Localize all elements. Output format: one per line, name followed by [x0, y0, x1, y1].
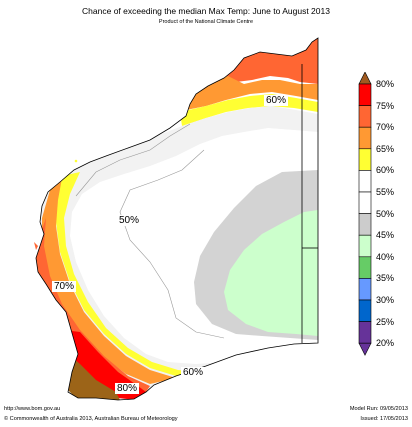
- legend-swatch-55: [358, 191, 372, 214]
- legend-bottom-arrow: [358, 342, 372, 356]
- legend-label-45: 45%: [376, 230, 395, 241]
- legend-swatch-25: [358, 321, 372, 344]
- legend-swatch-30: [358, 299, 372, 322]
- legend-swatch-40: [358, 256, 372, 279]
- footer-issued: Issued: 17/05/2013: [360, 416, 408, 422]
- legend-label-35: 35%: [376, 273, 395, 284]
- island: [74, 159, 78, 163]
- legend-label-25: 25%: [376, 316, 395, 327]
- legend-label-65: 65%: [376, 143, 395, 154]
- legend-label-75: 75%: [376, 100, 395, 111]
- southwest-brown-80plus: [66, 352, 120, 400]
- legend-label-60: 60%: [376, 165, 395, 176]
- footer-model-run: Model Run: 09/05/2013: [349, 406, 408, 412]
- legend-label-30: 30%: [376, 295, 395, 305]
- north-band-70: [186, 76, 318, 110]
- legend-swatch-75: [358, 105, 372, 128]
- southwest-red-80: [64, 330, 146, 400]
- legend-swatch-45: [358, 234, 372, 258]
- legend-top-arrow: [358, 71, 372, 85]
- map-label-north-60: 60%: [264, 95, 289, 106]
- interior-green-45: [224, 210, 318, 336]
- footer-copyright: © Commonwealth of Australia 2013, Austra…: [4, 416, 178, 422]
- legend: 80% 75% 70% 65% 60% 55% 50% 45% 40% 35% 30% 25% 20%: [358, 71, 408, 362]
- legend-label-55: 55%: [376, 187, 395, 197]
- map-label-southwest-80: 80%: [115, 383, 140, 394]
- map-label-south-60: 60%: [181, 367, 206, 378]
- legend-swatch-50: [358, 213, 372, 236]
- legend-label-80: 80%: [376, 79, 395, 89]
- map-subtitle: Product of the National Climate Centre: [158, 19, 254, 25]
- legend-swatch-65: [358, 148, 372, 171]
- legend-label-70: 70%: [376, 122, 395, 133]
- legend-colorbar: [358, 71, 372, 356]
- legend-label-40: 40%: [376, 251, 395, 262]
- legend-swatch-80: [358, 83, 372, 106]
- island-west: [34, 242, 38, 250]
- map-label-west-70: 70%: [52, 281, 77, 292]
- legend-swatch-35: [358, 278, 372, 301]
- legend-label-20: 20%: [376, 338, 395, 349]
- footer-url[interactable]: http://www.bom.gov.au: [4, 406, 61, 412]
- wa-coastline: [35, 37, 319, 401]
- legend-swatch-60: [358, 170, 372, 193]
- map-label-central-50: 50%: [117, 215, 142, 226]
- legend-swatch-70: [358, 126, 372, 150]
- map-title: Chance of exceeding the median Max Temp:…: [82, 6, 330, 16]
- legend-label-50: 50%: [376, 208, 395, 219]
